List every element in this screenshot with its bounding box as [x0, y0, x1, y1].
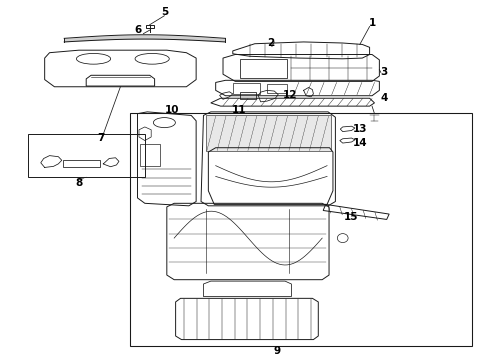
Bar: [267, 84, 287, 93]
Text: 6: 6: [135, 25, 142, 35]
Text: 5: 5: [161, 7, 168, 17]
Bar: [130, 113, 472, 346]
Text: 12: 12: [283, 90, 297, 100]
Text: 11: 11: [232, 105, 246, 115]
Bar: [140, 144, 160, 166]
Text: 15: 15: [344, 212, 359, 221]
Bar: [233, 83, 260, 94]
Text: 7: 7: [97, 133, 104, 143]
Text: 3: 3: [381, 67, 388, 77]
Text: 13: 13: [353, 124, 367, 134]
Text: 9: 9: [273, 346, 280, 356]
Bar: [206, 116, 331, 151]
Text: 8: 8: [75, 178, 82, 188]
Bar: [27, 134, 145, 177]
Text: 10: 10: [165, 105, 179, 115]
Bar: [63, 160, 100, 167]
Bar: [240, 93, 256, 99]
Bar: [146, 25, 154, 28]
Text: 1: 1: [368, 18, 376, 28]
Text: 2: 2: [267, 38, 274, 48]
Bar: [240, 59, 287, 78]
Text: 14: 14: [353, 138, 368, 148]
Text: 4: 4: [381, 93, 388, 103]
